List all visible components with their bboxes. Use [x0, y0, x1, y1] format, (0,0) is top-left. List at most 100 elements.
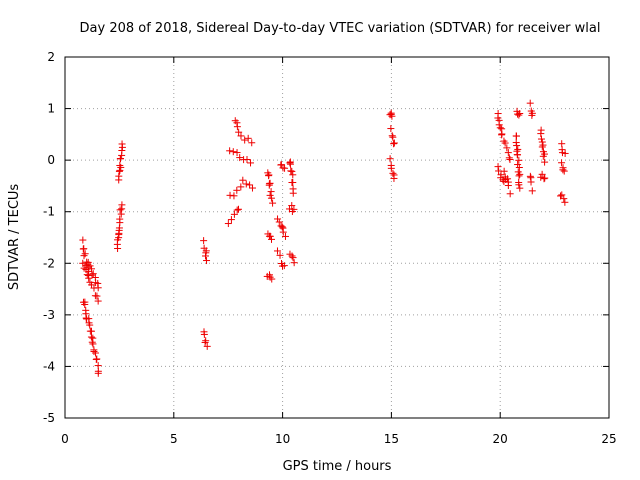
- data-point: [528, 109, 536, 117]
- data-point: [227, 216, 235, 224]
- point-cluster: [274, 215, 289, 240]
- y-tick-label: -4: [43, 359, 55, 373]
- data-point: [278, 223, 286, 231]
- data-point: [81, 300, 89, 308]
- data-point: [116, 215, 124, 223]
- data-point: [540, 175, 548, 183]
- data-point: [281, 164, 289, 172]
- data-point: [230, 192, 238, 200]
- data-point: [558, 191, 566, 199]
- data-point: [387, 110, 395, 118]
- data-point: [541, 158, 549, 166]
- point-cluster: [224, 205, 242, 228]
- data-point: [267, 194, 275, 202]
- data-point: [80, 252, 88, 260]
- point-cluster: [231, 117, 243, 136]
- data-point: [558, 159, 566, 167]
- data-point: [118, 201, 126, 209]
- data-point: [505, 154, 513, 162]
- data-point: [286, 159, 294, 167]
- data-point: [81, 250, 89, 258]
- data-point: [233, 186, 241, 194]
- x-tick-label: 15: [384, 432, 399, 446]
- point-cluster: [200, 237, 211, 265]
- data-point: [268, 275, 276, 283]
- data-point: [387, 125, 395, 133]
- data-point: [233, 123, 241, 131]
- point-cluster: [115, 140, 126, 184]
- data-point: [538, 170, 546, 178]
- data-point: [82, 266, 90, 274]
- data-point: [288, 202, 296, 210]
- data-point: [558, 140, 566, 148]
- data-point: [88, 338, 96, 346]
- data-point: [265, 181, 273, 189]
- data-point: [281, 232, 289, 240]
- data-point: [234, 205, 242, 213]
- data-point: [118, 140, 126, 148]
- data-point: [202, 247, 210, 255]
- data-point: [559, 164, 567, 172]
- y-tick-label: 1: [47, 102, 55, 116]
- data-point: [496, 124, 504, 132]
- y-axis-label: SDTVAR / TECUs: [7, 184, 22, 291]
- data-point: [265, 171, 273, 179]
- data-point: [290, 205, 298, 213]
- data-point: [561, 149, 569, 157]
- data-point: [506, 155, 514, 163]
- data-point: [242, 180, 250, 188]
- data-point: [390, 174, 398, 182]
- data-point: [516, 170, 524, 178]
- data-point: [226, 147, 234, 155]
- data-point: [537, 135, 545, 143]
- data-point: [203, 257, 211, 265]
- data-point: [233, 149, 241, 157]
- data-point: [274, 215, 282, 223]
- data-point: [288, 167, 296, 175]
- data-point: [93, 292, 101, 300]
- data-point: [504, 175, 512, 183]
- data-point: [269, 199, 277, 207]
- x-tick-label: 5: [170, 432, 178, 446]
- point-cluster: [537, 126, 549, 166]
- x-axis-label: GPS time / hours: [283, 459, 392, 474]
- data-point: [514, 151, 522, 159]
- data-point: [115, 172, 123, 180]
- data-point: [85, 274, 93, 282]
- point-cluster: [557, 191, 569, 206]
- data-point: [388, 112, 396, 120]
- data-point: [506, 190, 514, 198]
- data-point: [84, 258, 92, 266]
- y-tick-label: -3: [43, 308, 55, 322]
- point-cluster: [226, 147, 255, 167]
- data-point: [286, 160, 294, 168]
- data-point: [388, 132, 396, 140]
- data-point: [514, 161, 522, 169]
- data-point: [224, 220, 232, 228]
- data-point: [79, 236, 87, 244]
- data-point: [94, 284, 102, 292]
- point-cluster: [500, 137, 514, 163]
- data-point: [288, 178, 296, 186]
- data-point: [504, 182, 512, 190]
- y-tick-label: 2: [47, 50, 55, 64]
- data-point: [266, 179, 274, 187]
- plot-frame: [64, 56, 610, 419]
- data-point: [243, 155, 251, 163]
- data-point: [237, 132, 245, 140]
- data-point: [527, 178, 535, 186]
- data-point: [280, 262, 288, 270]
- tick-labels: 0 5 10 15 20 25 -5 -4 -3 -2 -1 0 1 2: [43, 50, 617, 446]
- point-cluster: [226, 183, 245, 200]
- point-cluster: [500, 167, 514, 198]
- data-point: [86, 262, 94, 270]
- point-cluster: [84, 258, 102, 292]
- data-point: [89, 340, 97, 348]
- point-cluster: [264, 169, 277, 207]
- data-point: [500, 167, 508, 175]
- data-point: [541, 150, 549, 158]
- point-cluster: [239, 176, 256, 192]
- data-point: [92, 349, 100, 357]
